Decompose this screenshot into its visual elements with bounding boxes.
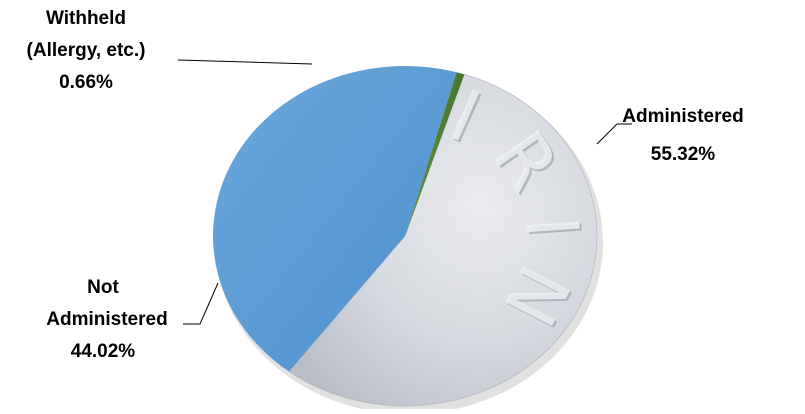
pie-slice-withheld	[405, 72, 465, 236]
pie-slice-not-administered	[212, 65, 457, 372]
leader-line-not-administered	[183, 282, 219, 325]
leader-line-administered	[596, 123, 632, 145]
slice-percent-not-administered: 44.02%	[71, 341, 136, 362]
slice-label-not-administered: Administered	[46, 309, 167, 330]
slice-percent-administered: 55.32%	[651, 144, 716, 165]
slice-label-administered: Administered	[622, 106, 743, 127]
leader-line-withheld	[177, 59, 313, 65]
slice-label-withheld: Withheld	[46, 8, 126, 29]
slice-percent-withheld: 0.66%	[59, 72, 113, 93]
slice-label-withheld: (Allergy, etc.)	[27, 40, 146, 61]
slice-label-not-administered: Not	[87, 277, 119, 298]
